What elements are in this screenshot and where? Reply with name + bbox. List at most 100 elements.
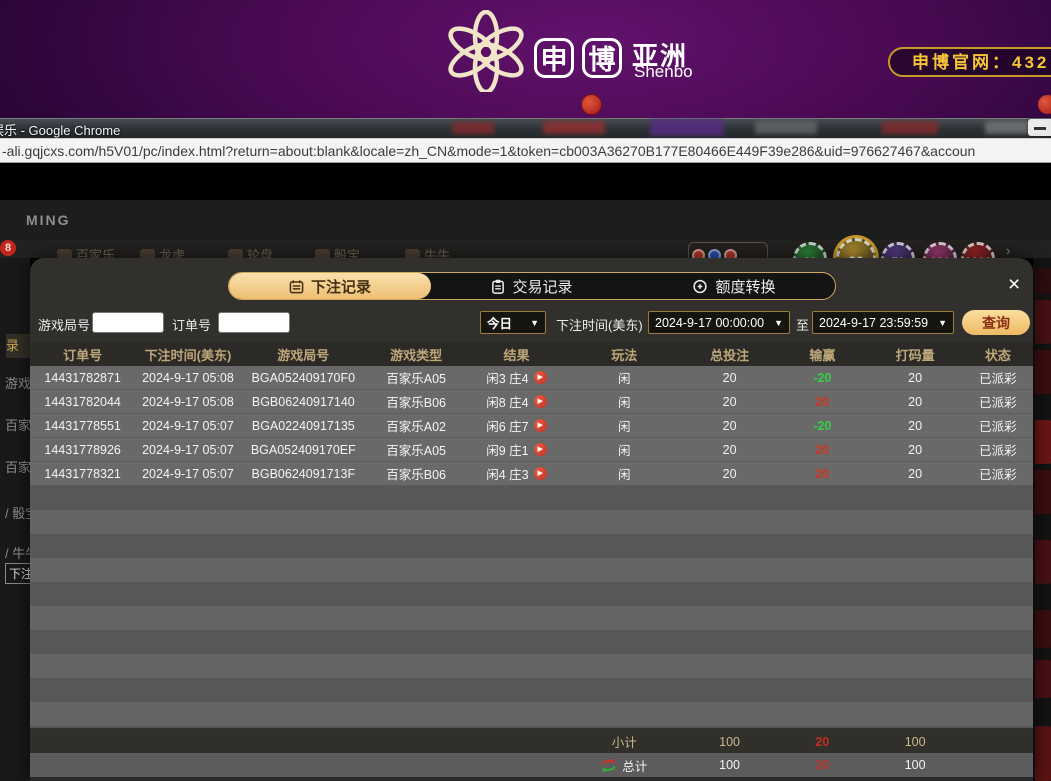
cell-turnover: 20 xyxy=(908,442,923,457)
time-from-select[interactable]: 2024-9-17 00:00:00 ▼ xyxy=(648,311,790,334)
column-header: 结果 xyxy=(503,347,530,363)
total-row: 总计 100 20 100 xyxy=(30,753,1033,777)
cell-play-side: 闲 xyxy=(618,468,631,482)
chip-rack-arrow-icon[interactable]: › xyxy=(1006,243,1011,258)
bet-board-cell xyxy=(1035,350,1051,394)
table-row[interactable]: 14431778926 2024-9-17 05:07 BGA052409170… xyxy=(30,438,1033,462)
table-row[interactable]: 14431782871 2024-9-17 05:08 BGA052409170… xyxy=(30,366,1033,390)
background-sidebar-strip: 录 游戏 百家乐 百家乐 / 骰宝 / 牛牛 下注 xyxy=(0,258,30,781)
site-header: 申 博 亚洲 Shenbo 申博官网：432 xyxy=(0,0,1051,118)
replay-play-icon[interactable]: ▶ xyxy=(533,395,547,408)
subtotal-row: 小计 100 20 100 xyxy=(30,730,1033,753)
replay-play-icon[interactable]: ▶ xyxy=(533,467,547,480)
cell-status: 已派彩 xyxy=(979,468,1017,482)
time-from-value: 2024-9-17 00:00:00 xyxy=(655,315,765,330)
sidebar-fragment: / 牛牛 xyxy=(5,546,30,561)
cell-play-side: 闲 xyxy=(618,372,631,386)
quick-range-select[interactable]: 今日 ▼ xyxy=(480,311,546,334)
cell-winloss: -20 xyxy=(813,370,832,385)
official-site-pill[interactable]: 申博官网：432 xyxy=(888,47,1051,77)
cell-result: 闲4 庄3 xyxy=(486,468,529,482)
empty-rows-area xyxy=(30,486,1033,728)
logo-region: 亚洲 xyxy=(632,41,689,71)
column-header: 总投注 xyxy=(710,347,750,363)
subtotal-bet: 100 xyxy=(719,734,740,749)
category-icon xyxy=(228,249,243,260)
cell-game-round: BGA052409170EF xyxy=(250,442,356,457)
category-icon xyxy=(315,249,330,260)
replay-play-icon[interactable]: ▶ xyxy=(533,419,547,432)
table-row[interactable]: 14431778551 2024-9-17 05:07 BGA022409171… xyxy=(30,414,1033,438)
quick-range-value: 今日 xyxy=(487,317,513,331)
cell-winloss: -20 xyxy=(813,418,832,433)
close-icon[interactable]: × xyxy=(1008,273,1021,296)
bet-board-cell xyxy=(1035,726,1051,781)
bet-board-cell xyxy=(1035,420,1051,464)
black-band xyxy=(0,163,1051,200)
tab-label: 下注记录 xyxy=(310,278,371,296)
cell-result: 闲8 庄4 xyxy=(486,396,529,410)
bet-records-modal: 下注记录 交易记录 额度转换 × 游戏局号 订单 xyxy=(30,258,1033,781)
replay-play-icon[interactable]: ▶ xyxy=(533,443,547,456)
time-to-value: 2024-9-17 23:59:59 xyxy=(819,315,929,330)
column-header: 游戏局号 xyxy=(277,347,330,363)
chevron-down-icon: ▼ xyxy=(938,317,947,328)
window-title: 娱乐 - Google Chrome xyxy=(0,123,121,138)
table-row[interactable]: 14431778321 2024-9-17 05:07 BGB062409171… xyxy=(30,462,1033,486)
column-header: 打码量 xyxy=(895,347,935,363)
time-to-select[interactable]: 2024-9-17 23:59:59 ▼ xyxy=(812,311,954,334)
cell-play-side: 闲 xyxy=(618,396,631,410)
modal-tab-bar: 下注记录 交易记录 额度转换 xyxy=(228,272,836,300)
cell-order-id: 14431782044 xyxy=(44,394,121,409)
chevron-down-icon: ▼ xyxy=(530,317,539,328)
cell-play-side: 闲 xyxy=(618,420,631,434)
bet-board-cell xyxy=(1035,660,1051,698)
logo-char-bo: 博 xyxy=(582,38,622,78)
calendar-icon xyxy=(289,279,304,293)
tab-bet-records[interactable]: 下注记录 xyxy=(229,273,431,299)
window-minimize-button[interactable] xyxy=(1028,119,1051,136)
cell-total-bet: 20 xyxy=(722,442,737,457)
game-round-input[interactable] xyxy=(92,312,164,333)
browser-title-bar[interactable]: 娱乐 - Google Chrome xyxy=(0,118,1051,138)
cell-winloss: 20 xyxy=(815,466,830,481)
cell-bet-time: 2024-9-17 05:07 xyxy=(142,442,234,457)
cell-bet-time: 2024-9-17 05:07 xyxy=(142,418,234,433)
red-badge-icon xyxy=(581,94,602,115)
coins-transfer-icon xyxy=(693,279,708,293)
refresh-swap-icon[interactable] xyxy=(601,758,616,772)
cell-status: 已派彩 xyxy=(979,396,1017,410)
cell-order-id: 14431778551 xyxy=(44,418,121,433)
sidebar-fragment: 录 xyxy=(6,334,30,358)
cell-status: 已派彩 xyxy=(979,420,1017,434)
sidebar-fragment: 游戏 xyxy=(5,376,30,391)
cell-order-id: 14431778321 xyxy=(44,466,121,481)
tab-label: 额度转换 xyxy=(715,278,776,296)
game-round-label: 游戏局号 xyxy=(38,318,91,333)
cell-total-bet: 20 xyxy=(722,394,737,409)
total-winloss: 20 xyxy=(815,758,830,772)
tab-label: 交易记录 xyxy=(512,278,573,296)
cell-order-id: 14431782871 xyxy=(44,370,121,385)
search-button[interactable]: 查询 xyxy=(962,310,1030,335)
sidebar-fragment: 百家乐 xyxy=(5,460,30,475)
total-turnover: 100 xyxy=(904,758,926,772)
replay-play-icon[interactable]: ▶ xyxy=(533,371,547,384)
cell-game-round: BGA02240917135 xyxy=(251,418,355,433)
cell-winloss: 20 xyxy=(815,394,830,409)
order-input[interactable] xyxy=(218,312,290,333)
category-icon xyxy=(140,249,155,260)
sidebar-fragment: 百家乐 xyxy=(5,418,30,433)
subtotal-winloss: 20 xyxy=(815,734,830,749)
table-header-row: 订单号 下注时间(美东) 游戏局号 游戏类型 结果 玩法 总投注 输赢 打码量 状态 xyxy=(30,342,1033,366)
url-bar[interactable]: -ali.gqjcxs.com/h5V01/pc/index.html?retu… xyxy=(0,138,1051,163)
column-header: 下注时间(美东) xyxy=(144,347,232,363)
tab-credit-transfer[interactable]: 额度转换 xyxy=(633,273,835,299)
table-row[interactable]: 14431782044 2024-9-17 05:08 BGB062409171… xyxy=(30,390,1033,414)
cell-game-type: 百家乐A05 xyxy=(386,372,447,386)
blurred-nav-item xyxy=(543,121,605,134)
tab-transaction-records[interactable]: 交易记录 xyxy=(431,273,633,299)
column-header: 输赢 xyxy=(809,347,836,363)
cell-turnover: 20 xyxy=(908,466,923,481)
background-bet-board-strip xyxy=(1033,258,1051,781)
